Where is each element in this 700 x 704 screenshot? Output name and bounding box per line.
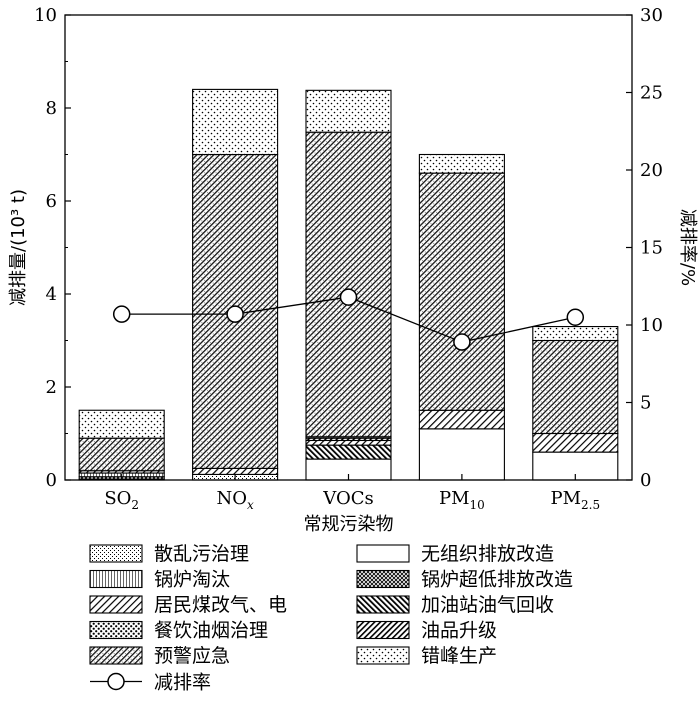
y-right-tick-label-1: 5 bbox=[640, 393, 651, 414]
rate-marker-0 bbox=[112, 305, 131, 323]
y-tick-label-0: 0 bbox=[46, 470, 57, 491]
x-tick-label-2: VOCs bbox=[322, 488, 373, 509]
legend-swatch-6 bbox=[356, 620, 410, 640]
x-tick-label-0: SO2 bbox=[104, 488, 139, 512]
legend-label-4: 加油站油气回收 bbox=[421, 594, 554, 616]
legend-label-1: 散乱污治理 bbox=[154, 543, 249, 565]
y-right-tick-label-5: 25 bbox=[640, 83, 663, 104]
bar-segment-2-5 bbox=[305, 439, 392, 446]
legend-item-5: 居民煤改气、电 bbox=[89, 594, 287, 616]
bar-segment-0-8 bbox=[78, 437, 165, 472]
bar-segment-4-9 bbox=[532, 325, 619, 342]
bar-stack-1 bbox=[192, 88, 279, 481]
legend-item-rate: 减排率 bbox=[90, 672, 211, 694]
rate-marker-4 bbox=[566, 308, 585, 326]
bars-layer bbox=[78, 88, 619, 481]
bar-segment-3-8 bbox=[418, 172, 505, 411]
bar-stack-3 bbox=[418, 153, 505, 481]
x-tick-label-4: PM2.5 bbox=[550, 488, 600, 512]
y-right-tick-label-3: 15 bbox=[640, 238, 663, 259]
bar-stack-0 bbox=[78, 409, 165, 481]
bar-segment-1-5 bbox=[192, 467, 279, 475]
y-tick-label-2: 4 bbox=[46, 284, 57, 305]
legend-label-7: 餐饮油烟治理 bbox=[154, 620, 268, 642]
legend-swatch-1 bbox=[89, 544, 143, 563]
y-right-tick-label-2: 10 bbox=[640, 315, 663, 336]
y-axis-title: 减排量/(10³ t) bbox=[8, 189, 29, 306]
y-tick-label-5: 10 bbox=[34, 5, 57, 26]
bar-segment-0-9 bbox=[78, 409, 165, 439]
legend-swatch-8 bbox=[89, 646, 143, 665]
legend-label-8: 预警应急 bbox=[154, 645, 230, 667]
y-tick-label-4: 8 bbox=[46, 98, 57, 119]
legend-item-2: 锅炉超低排放改造 bbox=[356, 569, 573, 591]
bar-segment-2-4 bbox=[305, 444, 392, 460]
axes-layer: 0 2 4 6 8 10 0 5 10 15 20 25 30 SO2 NOx VOCs PM10 PM2.5 常规… bbox=[8, 5, 698, 535]
y-right-tick-label-0: 0 bbox=[640, 470, 651, 491]
y-right-tick-label-6: 30 bbox=[640, 5, 663, 26]
legend-item-1: 散乱污治理 bbox=[89, 543, 249, 565]
legend-swatch-3 bbox=[89, 569, 143, 589]
bar-segment-1-9 bbox=[192, 88, 279, 156]
rate-marker-3 bbox=[453, 333, 471, 351]
legend-label-5: 居民煤改气、电 bbox=[154, 594, 287, 616]
bar-stack-4 bbox=[532, 325, 619, 481]
legend-swatch-2 bbox=[356, 569, 410, 589]
legend-label-6: 油品升级 bbox=[421, 620, 497, 642]
legend-swatch-9 bbox=[356, 646, 410, 665]
y-right-tick-label-4: 20 bbox=[640, 160, 663, 181]
y-right-axis-title: 减排率/% bbox=[677, 209, 698, 286]
x-axis-title: 常规污染物 bbox=[304, 514, 394, 535]
y-tick-label-1: 2 bbox=[46, 377, 57, 398]
bar-segment-4-5 bbox=[532, 432, 619, 453]
rate-line-layer bbox=[112, 288, 585, 351]
legend-label-9: 错峰生产 bbox=[421, 645, 497, 667]
legend-item-4: 加油站油气回收 bbox=[356, 594, 554, 616]
legend-item-0: 无组织排放改造 bbox=[356, 543, 554, 565]
bar-segment-3-9 bbox=[418, 153, 505, 174]
legend-swatch-7 bbox=[89, 620, 143, 640]
bar-segment-2-9 bbox=[305, 89, 392, 133]
legend-item-6: 油品升级 bbox=[356, 620, 497, 642]
bar-stack-2 bbox=[305, 89, 392, 481]
legend-label-rate: 减排率 bbox=[154, 672, 211, 694]
x-tick-label-1: NOx bbox=[216, 488, 254, 512]
bar-segment-3-5 bbox=[418, 409, 505, 430]
legend-item-3: 锅炉淘汰 bbox=[89, 569, 230, 591]
x-tick-label-3: PM10 bbox=[439, 488, 485, 512]
legend-rate-marker bbox=[107, 672, 125, 691]
legend-swatch-5 bbox=[89, 595, 143, 614]
bar-segment-3-0 bbox=[418, 428, 505, 481]
legend-item-9: 错峰生产 bbox=[356, 645, 497, 667]
rate-marker-2 bbox=[339, 288, 358, 306]
legend-swatch-0 bbox=[356, 544, 410, 563]
legend-item-8: 预警应急 bbox=[89, 645, 230, 667]
bar-segment-4-8 bbox=[532, 339, 619, 435]
y-tick-label-3: 6 bbox=[46, 191, 57, 212]
legend-item-7: 餐饮油烟治理 bbox=[89, 620, 268, 642]
rate-marker-1 bbox=[226, 305, 244, 323]
legend-label-2: 锅炉超低排放改造 bbox=[421, 569, 573, 591]
legend-label-3: 锅炉淘汰 bbox=[154, 569, 230, 591]
legend-swatch-4 bbox=[356, 595, 410, 614]
bar-segment-2-8 bbox=[305, 131, 392, 438]
legend-label-0: 无组织排放改造 bbox=[421, 543, 554, 565]
